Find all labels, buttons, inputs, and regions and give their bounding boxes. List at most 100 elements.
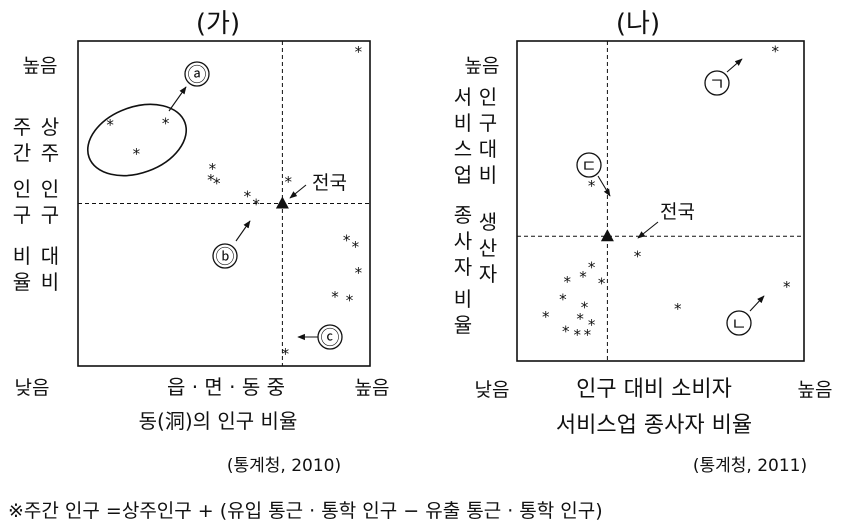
panel-ga-oval-group [86,103,188,177]
panel-na-x-low-label: 낮음 [475,379,510,401]
panel-ga-x-axis-label-line1: 읍 · 면 · 동 중 [167,375,285,399]
panel-na-x-axis-label-line1: 인구 대비 소비자 [576,377,732,402]
panel-ga-data-point-11: * [352,238,360,256]
panel-na-y-axis-label-char: 율 [454,313,472,337]
panel-na-y-axis-label-char: 비 [454,111,472,135]
panel-na-callout-d [576,152,602,178]
panel-ga-data-point-9: * [284,173,292,191]
panel-na-y-axis-label-char: 자 [479,262,497,286]
panel-na-data-point-2: * [634,247,642,265]
panel-na-data-point-11: * [588,316,596,334]
panel-na-data-point-3: * [563,273,571,291]
panel-na-callout-g [704,70,730,96]
panel-ga-x-high-label: 높음 [355,377,390,399]
panel-ga-arrow-b [235,220,251,242]
panel-ga-data-point-15: * [282,345,290,363]
panel-na-data-point-13: * [574,326,582,344]
panel-na-data-point-1: * [588,177,596,195]
panel-ga-x-axis-label-line2: 동(洞)의 인구 비율 [139,409,298,433]
panel-na-y-axis-label-char: 구 [479,111,497,135]
panel-ga-y-axis-label-char: 상 [41,115,59,139]
panel-ga-data-point-7: * [244,187,252,205]
panel-na-arrow-g [726,58,743,73]
panel-na-y-high-label: 높음 [465,55,500,77]
panel-ga-callout-a [184,61,210,87]
panel-na-data-point-0: * [772,43,780,61]
panel-ga-points: ******** *** *** ** [106,43,362,363]
panel-ga-y-axis-label-char: 율 [13,270,31,294]
panel-ga-data-point-0: * [106,116,114,134]
panel-ga-y-high-label: 높음 [23,55,58,77]
panel-ga-arrow-reference [289,184,307,199]
panel-na-frame [516,40,805,362]
panel-ga-y-axis-label-char: 인 [13,177,31,201]
panel-na-y-axis-label-char: 자 [454,255,472,279]
panel-na-data-point-4: * [579,268,587,286]
panel-ga-reference-marker [275,196,289,209]
panel-ga-callout-a-text: ⓐ [187,64,206,86]
panel-na-reference-marker [600,229,614,242]
panel-na-y-axis-label-char: 대 [479,137,497,161]
panel-na-y-axis-label-char: 종 [454,203,472,227]
panel-na-callout-n-text: ㄴ [731,315,747,335]
panel-na-y-axis-label-char: 서 [454,85,472,109]
panel-ga-data-point-2: * [162,114,170,132]
panel-na-y-axis-label-char: 생 [479,210,497,234]
panel-ga-callout-c-text: ⓒ [320,327,339,349]
panel-ga-reference-label: 전국 [312,172,347,194]
panel-na-y-axis-label-char: 인 [479,85,497,109]
panel-na-y-axis-label-char: 비 [479,163,497,187]
panel-ga-y-axis-label-char: 대 [41,244,59,268]
panel-ga-y-axis-label-char: 주 [41,141,59,165]
panel-na-data-point-12: * [562,323,570,341]
panel-na-arrow-d [597,175,611,197]
footnote: ※주간 인구 =상주인구 + (유입 통근 · 통학 인구 − 유출 통근 · … [8,500,603,522]
panel-na-points: **** **** ** * ** * *** [542,43,791,344]
panel-ga-y-axis-label-char: 주 [13,115,31,139]
panel-na-data-point-16: * [783,278,791,296]
panel-ga-arrow-a [168,86,187,112]
panel-na-data-point-8: * [581,299,589,317]
panel-ga-data-point-1: * [133,145,141,163]
panel-na-data-point-7: * [559,291,567,309]
panel-na-y-axis-label-char: 비 [454,287,472,311]
panel-ga-y-axis-label-char: 비 [41,270,59,294]
panel-ga-data-point-5: * [207,171,215,189]
panel-na-data-point-14: * [584,326,592,344]
panel-ga-y-axis-label-char: 비 [13,244,31,268]
panel-na-arrow-reference [637,221,659,239]
panel-na-callout-n [726,310,752,336]
panel-na-source: (통계청, 2011) [693,456,807,476]
panel-ga-y-axis-label-char: 간 [13,141,31,165]
panel-na-y-axis-label-char: 사 [454,229,472,253]
panel-ga-title: (가) [196,9,240,39]
panel-ga-data-point-8: * [252,196,260,214]
panel-na-data-point-9: * [542,308,550,326]
panel-na-data-point-5: * [588,259,596,277]
panel-ga-callout-c [317,324,343,350]
panel-ga-data-point-14: * [346,291,354,309]
panel-na-data-point-10: * [576,310,584,328]
panel-ga-data-point-6: * [213,174,221,192]
panel-ga-x-low-label: 낮음 [15,377,50,399]
panel-ga-data-point-4: * [209,160,217,178]
panel-na-arrow-n [749,295,765,312]
panel-na-y-axis-label-char: 스 [454,137,472,161]
panel-ga-data-point-10: * [343,231,351,249]
panel-ga-source: (통계청, 2010) [227,456,341,476]
panel-ga-data-point-3: * [355,43,363,61]
panel-ga-y-axis-label-char: 인 [41,177,59,201]
panel-na-callout-d-text: ㄷ [581,157,597,177]
panel-na-callout-g-text: ㄱ [709,75,725,95]
panel-na-title: (나) [616,9,660,39]
panel-ga-callout-b-text: ⓑ [215,246,234,268]
panel-ga-y-axis-label-char: 구 [41,203,59,227]
panel-na-data-point-6: * [598,275,606,293]
panel-na-y-axis-label-char: 산 [479,236,497,260]
panel-na-reference-label: 전국 [660,201,695,223]
